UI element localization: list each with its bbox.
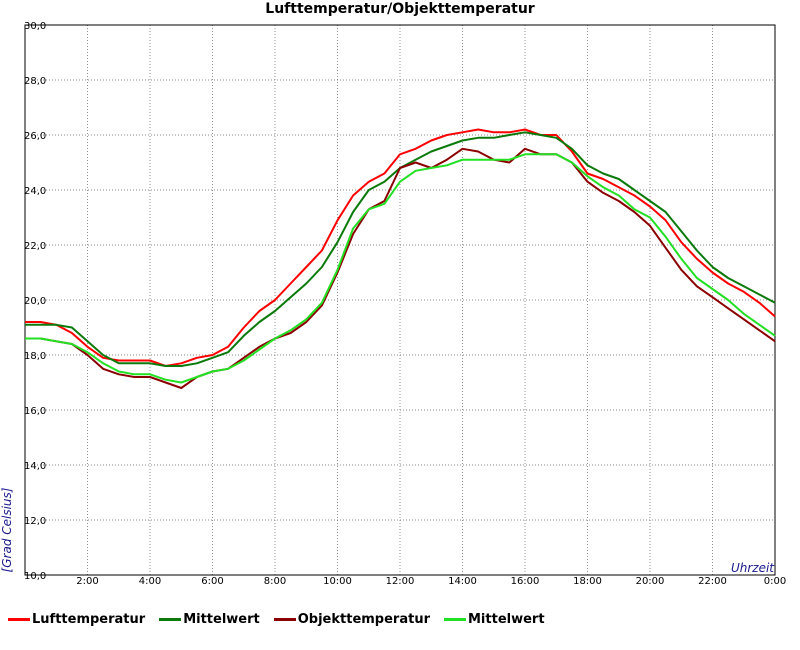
y-tick-label: 16,0 xyxy=(24,406,46,417)
y-tick-label: 10,0 xyxy=(24,571,46,582)
y-tick-label: 24,0 xyxy=(24,186,46,197)
legend-label: Objekttemperatur xyxy=(297,611,430,627)
legend-item: Mittelwert xyxy=(444,612,545,627)
x-tick-label: 10:00 xyxy=(323,576,352,587)
legend-label: Lufttemperatur xyxy=(32,611,146,627)
y-tick-label: 26,0 xyxy=(24,131,46,142)
x-axis-label: Uhrzeit xyxy=(731,561,775,575)
temperature-chart: Lufttemperatur/Objekttemperatur 10,0 12,0… xyxy=(0,1,786,587)
legend-item: Objekttemperatur xyxy=(273,611,430,627)
legend-label: Mittelwert xyxy=(183,611,260,627)
y-tick-label: 20,0 xyxy=(24,296,46,307)
y-tick-label: 18,0 xyxy=(24,351,46,362)
legend-label: Mittelwert xyxy=(468,611,545,627)
x-tick-label: 18:00 xyxy=(573,576,602,587)
legend-swatch xyxy=(8,617,30,621)
plot-frame xyxy=(24,24,776,576)
x-tick-label: 6:00 xyxy=(201,576,223,587)
x-tick-label: 22:00 xyxy=(698,576,727,587)
legend-item: Lufttemperatur xyxy=(8,612,145,627)
x-axis: 2:00 4:00 6:00 8:00 10:00 12:00 14:00 16:00 18:0… xyxy=(76,576,786,587)
y-tick-label: 22,0 xyxy=(24,241,46,252)
y-tick-label: 12,0 xyxy=(24,516,46,527)
series-lines xyxy=(25,128,776,389)
x-tick-label: 20:00 xyxy=(636,576,665,587)
x-tick-label: 14:00 xyxy=(448,576,477,587)
legend: Lufttemperatur Mittelwert Objekttemperatur… xyxy=(0,604,800,634)
y-tick-label: 30,0 xyxy=(24,21,46,32)
x-tick-label: 2:00 xyxy=(76,576,98,587)
legend-swatch xyxy=(273,617,296,621)
legend-item: Mittelwert xyxy=(159,612,260,627)
x-tick-label: 4:00 xyxy=(139,576,161,587)
legend-swatch xyxy=(444,617,466,621)
x-tick-label: 16:00 xyxy=(511,576,540,587)
y-tick-label: 14,0 xyxy=(24,461,46,472)
legend-swatch xyxy=(159,617,182,621)
y-axis-label: [Grad Celsius] xyxy=(0,487,14,572)
y-tick-label: 28,0 xyxy=(24,76,46,87)
series-line-3 xyxy=(25,153,776,384)
x-tick-label: 8:00 xyxy=(264,576,286,587)
grid xyxy=(25,25,775,575)
chart-title: Lufttemperatur/Objekttemperatur xyxy=(265,1,535,17)
series-line-2 xyxy=(25,147,776,389)
x-tick-label: 0:00 xyxy=(764,576,786,587)
x-tick-label: 12:00 xyxy=(386,576,415,587)
y-axis: 10,0 12,0 14,0 16,0 18,0 20,0 22,0 24,0 26,0 28,0… xyxy=(24,21,46,582)
series-line-0 xyxy=(25,128,776,367)
